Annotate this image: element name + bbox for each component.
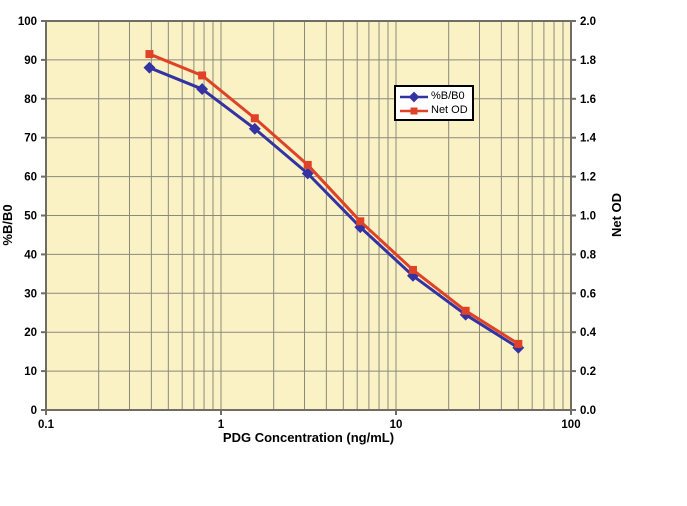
legend-item-pct-bb0: %B/B0 bbox=[399, 89, 469, 103]
diamond-series-marker-icon bbox=[399, 90, 429, 103]
svg-text:1.8: 1.8 bbox=[580, 55, 597, 67]
svg-text:1: 1 bbox=[218, 419, 225, 431]
svg-text:90: 90 bbox=[24, 55, 37, 67]
svg-text:1.6: 1.6 bbox=[580, 94, 596, 106]
legend-item-net-od: Net OD bbox=[399, 103, 469, 117]
x-axis-title: PDG Concentration (ng/mL) bbox=[222, 430, 395, 445]
svg-text:0.8: 0.8 bbox=[580, 249, 597, 261]
svg-text:0.0: 0.0 bbox=[580, 405, 596, 417]
svg-text:0: 0 bbox=[31, 405, 37, 417]
plot-border bbox=[45, 20, 572, 411]
square-series-marker-icon bbox=[399, 104, 429, 116]
svg-text:0.4: 0.4 bbox=[580, 327, 597, 339]
tick-labels: 01020304050607080901000.00.20.40.60.81.0… bbox=[18, 16, 597, 431]
svg-text:1.4: 1.4 bbox=[580, 133, 597, 145]
svg-text:10: 10 bbox=[24, 366, 37, 378]
svg-text:70: 70 bbox=[24, 133, 37, 145]
svg-text:50: 50 bbox=[24, 211, 37, 223]
svg-text:60: 60 bbox=[24, 172, 37, 184]
svg-text:20: 20 bbox=[24, 327, 37, 339]
series-net-od bbox=[145, 50, 523, 348]
svg-text:80: 80 bbox=[24, 94, 37, 106]
svg-text:30: 30 bbox=[24, 288, 37, 300]
right-y-axis-title: Net OD bbox=[609, 192, 624, 238]
svg-text:100: 100 bbox=[18, 16, 37, 28]
svg-text:0.1: 0.1 bbox=[38, 419, 55, 431]
svg-text:1.2: 1.2 bbox=[580, 172, 596, 184]
svg-text:10: 10 bbox=[390, 419, 403, 431]
svg-text:2.0: 2.0 bbox=[580, 16, 596, 28]
svg-text:0.6: 0.6 bbox=[580, 288, 596, 300]
svg-text:1.0: 1.0 bbox=[580, 211, 596, 223]
legend-label: %B/B0 bbox=[431, 90, 465, 102]
left-y-axis-title: %B/B0 bbox=[0, 204, 15, 246]
legend: %B/B0 Net OD bbox=[394, 85, 474, 121]
gridlines bbox=[46, 20, 572, 411]
svg-text:100: 100 bbox=[561, 419, 580, 431]
legend-label: Net OD bbox=[431, 104, 468, 116]
svg-text:40: 40 bbox=[24, 249, 37, 261]
svg-text:0.2: 0.2 bbox=[580, 366, 596, 378]
